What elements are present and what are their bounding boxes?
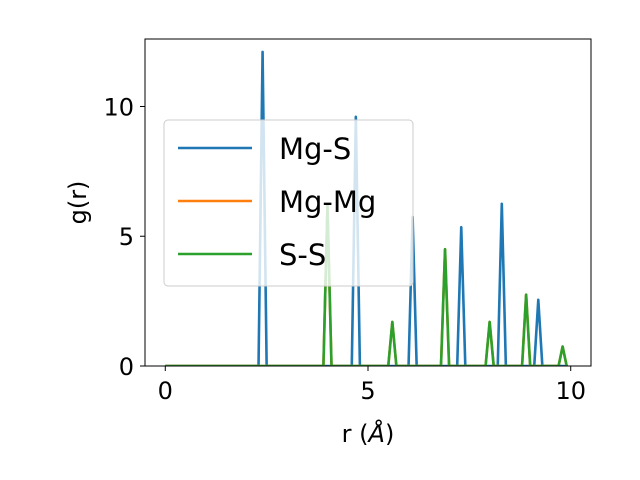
y-tick-label: 5 [119, 223, 134, 251]
y-axis-label: g(r) [64, 181, 92, 225]
x-axis-label: r (Å) [342, 419, 395, 448]
legend-label: Mg-Mg [279, 185, 376, 219]
legend-label: S-S [279, 238, 326, 272]
legend-box [163, 119, 414, 287]
y-tick-label: 10 [103, 93, 134, 121]
legend-label: Mg-S [279, 132, 351, 166]
x-tick-label: 5 [360, 377, 375, 405]
x-tick-label: 0 [158, 377, 173, 405]
x-tick-label: 10 [555, 377, 586, 405]
y-tick-label: 0 [119, 353, 134, 381]
legend: Mg-S Mg-Mg S-S [163, 119, 414, 287]
ticks: 0 5 10 0 5 10 [103, 93, 586, 405]
